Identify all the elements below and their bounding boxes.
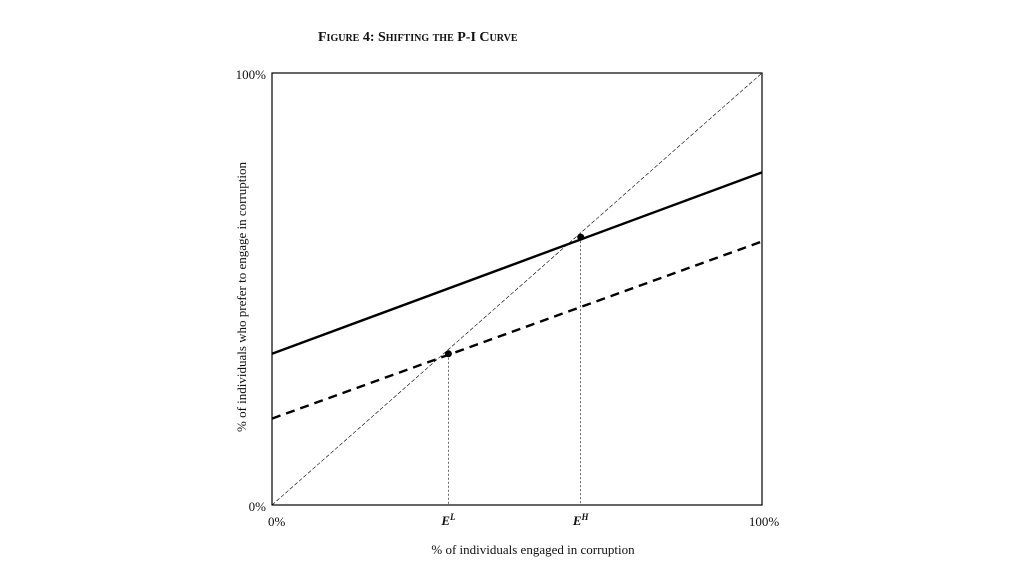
y-tick-label: 0%	[249, 499, 267, 514]
equilibrium-point	[577, 233, 585, 241]
x-tick-label: 0%	[268, 514, 286, 529]
x-tick-label: 100%	[749, 514, 780, 529]
chart-title: Figure 4: Shifting the P-I Curve	[318, 30, 518, 45]
equilibrium-point	[444, 350, 452, 358]
point-label-sup: H	[581, 512, 590, 522]
point-label: EH	[572, 512, 590, 528]
point-label-main: E	[572, 513, 582, 528]
point-label-main: E	[440, 513, 450, 528]
series-line	[271, 72, 763, 506]
y-tick-label: 100%	[236, 67, 267, 82]
y-axis-label: % of individuals who prefer to engage in…	[234, 161, 249, 432]
plot-frame	[271, 72, 763, 506]
x-axis-label: % of individuals engaged in corruption	[431, 542, 635, 557]
point-label-sup: L	[449, 512, 456, 522]
series-line	[271, 171, 763, 355]
series-line	[271, 240, 763, 420]
point-label: EL	[440, 512, 456, 528]
